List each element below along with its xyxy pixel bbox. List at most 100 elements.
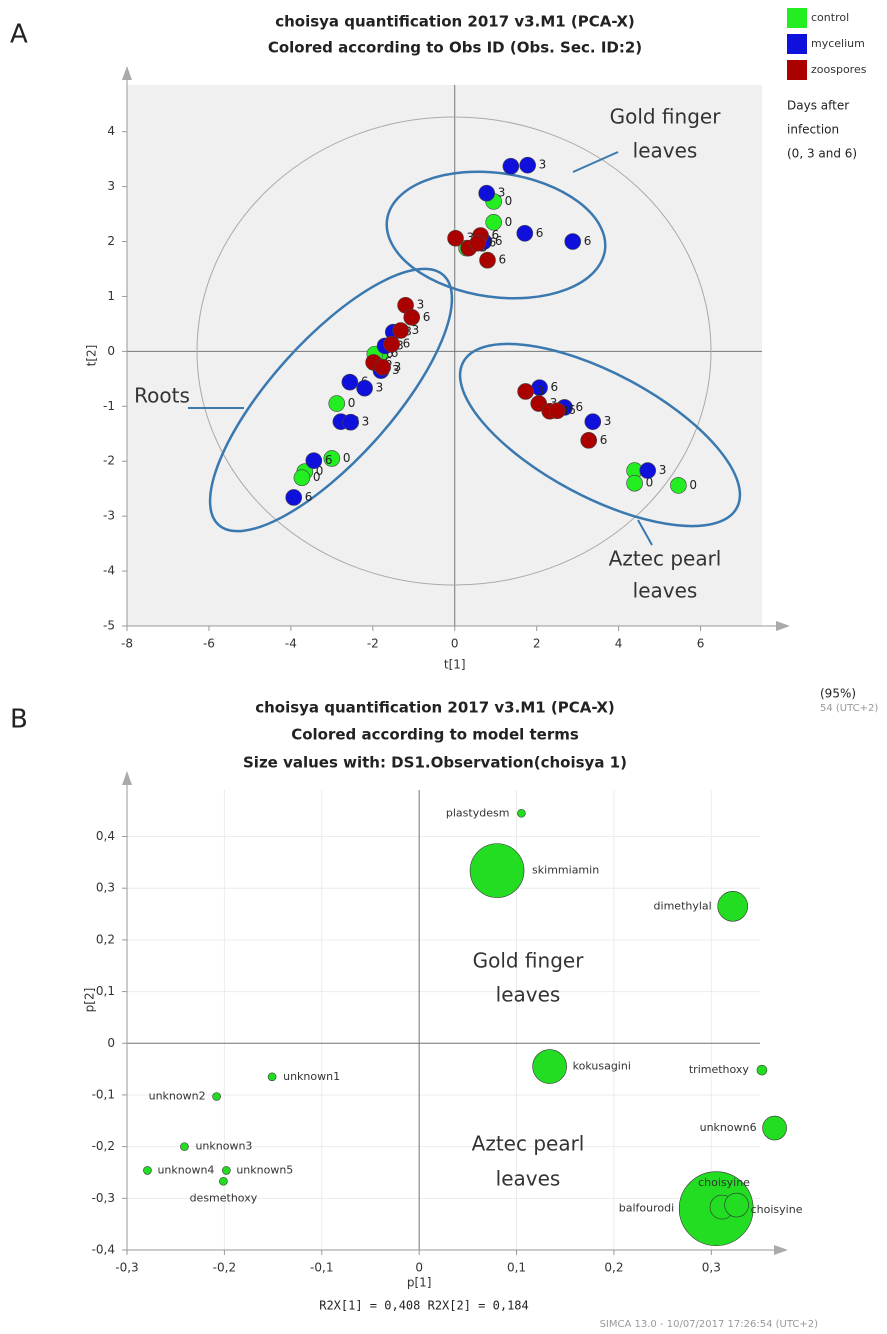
point (670, 477, 687, 494)
x-arrow (774, 1245, 788, 1255)
y-tick-label: -5 (103, 619, 115, 633)
bubble-label: unknown6 (700, 1121, 757, 1134)
point-label: 6 (391, 346, 399, 360)
point (548, 402, 566, 419)
point (447, 229, 464, 247)
bubble-label: unknown3 (195, 1140, 252, 1153)
legend-label: mycelium (811, 37, 865, 50)
bubble-label: balfourodi (619, 1202, 674, 1215)
point (584, 413, 602, 430)
confidence-ellipse (196, 116, 712, 586)
x-tick-label: -4 (285, 637, 297, 651)
bubble (469, 843, 525, 898)
panel-label: A (10, 20, 28, 50)
bubble-label: unknown4 (157, 1163, 214, 1176)
legend-label: control (811, 11, 849, 24)
point-label: 3 (539, 158, 547, 172)
annotation: Roots (134, 384, 190, 408)
y-tick-label: 1 (107, 289, 115, 303)
bubble (267, 1072, 277, 1082)
bubble (222, 1166, 231, 1175)
point-label: 0 (316, 464, 324, 478)
point (469, 234, 486, 252)
connector (637, 519, 653, 546)
point (342, 413, 359, 431)
point-label: 6 (386, 347, 394, 361)
legend-swatch (787, 8, 807, 28)
bubble-label: unknown1 (283, 1070, 340, 1083)
point-label: 3 (467, 231, 475, 245)
point-label: 6 (600, 433, 608, 447)
y-tick-label: 0 (107, 344, 115, 358)
point-label: 6 (495, 234, 503, 248)
bubble-label: trimethoxy (689, 1063, 750, 1076)
group-ellipse (208, 267, 454, 533)
chart-subtitle: Colored according to model terms (291, 726, 579, 744)
point-label: 6 (576, 400, 584, 414)
x-tick-label: -6 (203, 637, 215, 651)
x-tick-label: -2 (367, 637, 379, 651)
chart-subtitle: Size values with: DS1.Observation(choisy… (243, 754, 627, 772)
y-tick-label: -1 (103, 399, 115, 413)
annotation: (0, 3 and 6) (787, 147, 857, 161)
point (517, 383, 534, 400)
point-label: 6 (403, 337, 411, 351)
legend-label: zoospores (811, 63, 867, 76)
y-tick-label: -0,1 (92, 1087, 115, 1101)
legend-swatch (787, 60, 807, 80)
x-tick-label: 6 (697, 637, 705, 651)
point-label: 0 (505, 194, 513, 208)
panel-label: B (10, 705, 28, 735)
bubble-label: skimmiamin (532, 864, 599, 877)
point-label: 6 (489, 236, 497, 250)
chart-title: choisya quantification 2017 v3.M1 (PCA-X… (275, 13, 635, 31)
point-label: 3 (376, 381, 384, 395)
annotation: Aztec pearl (609, 547, 722, 571)
bubble-label: unknown2 (149, 1089, 206, 1102)
point (479, 251, 496, 269)
x-arrow (776, 621, 790, 631)
bubble (212, 1092, 221, 1101)
bubble (724, 1192, 749, 1218)
point-label: 6 (305, 490, 313, 504)
point-label: 6 (568, 403, 576, 417)
point (341, 373, 359, 391)
fragment: 54 (UTC+2) (820, 703, 878, 714)
legend-swatch (787, 34, 807, 54)
x-tick-label: 0 (415, 1261, 423, 1275)
point (356, 379, 373, 397)
point-label: 0 (348, 396, 356, 410)
footnote: R2X[1] = 0,408 R2X[2] = 0,184 (319, 1299, 529, 1313)
point-label: 6 (499, 253, 507, 267)
plot-area (127, 85, 762, 626)
point (580, 432, 598, 449)
bubble (717, 890, 749, 922)
y-tick-label: -4 (103, 564, 115, 578)
point-label: 3 (659, 463, 667, 477)
y-tick-label: 0,1 (96, 984, 115, 998)
annotation: Gold finger (610, 105, 722, 129)
point-label: 3 (417, 298, 425, 312)
bubble (756, 1064, 768, 1076)
bubble-label: plastydesm (446, 806, 510, 819)
point-label: 6 (584, 234, 592, 248)
point (564, 233, 582, 250)
annotation: leaves (633, 579, 698, 603)
x-tick-label: 0,1 (507, 1261, 526, 1275)
y-axis-label: p[2] (83, 988, 97, 1013)
y-tick-label: 0,2 (96, 932, 115, 946)
point-label: 0 (646, 476, 654, 490)
point (516, 224, 534, 242)
x-tick-label: 0,3 (702, 1261, 721, 1275)
y-tick-label: 3 (107, 179, 115, 193)
point-label: 6 (423, 310, 431, 324)
point-label: 3 (392, 363, 400, 377)
point-label: 3 (394, 360, 402, 374)
software-stamp: SIMCA 13.0 - 10/07/2017 17:26:54 (UTC+2) (600, 1319, 819, 1330)
point-label: 3 (550, 396, 558, 410)
annotation: leaves (633, 139, 698, 163)
chart-subtitle: Colored according to Obs ID (Obs. Sec. I… (268, 39, 642, 57)
point-label: 3 (537, 384, 545, 398)
group-ellipse (385, 170, 607, 300)
